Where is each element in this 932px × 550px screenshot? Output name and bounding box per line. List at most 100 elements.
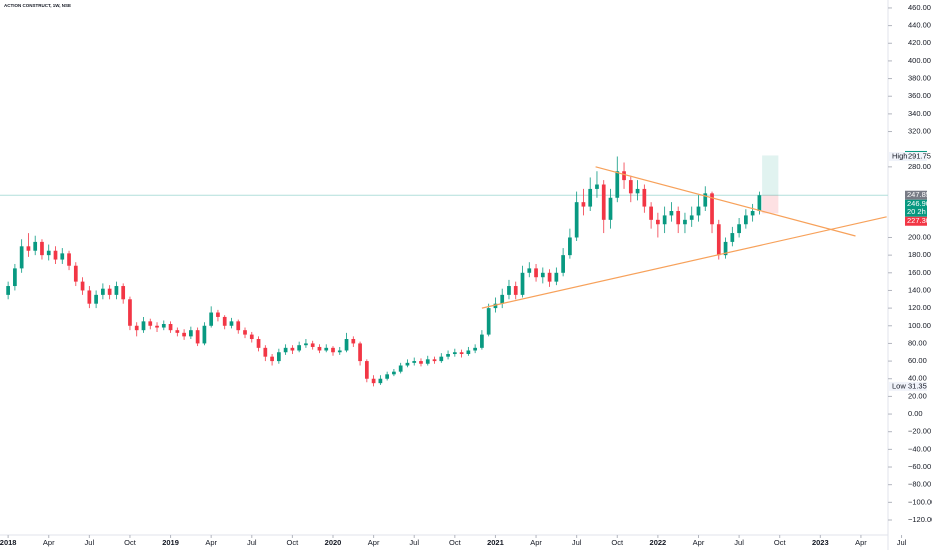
candle-body <box>189 330 193 337</box>
candle-body <box>222 316 227 326</box>
price-label-bg <box>905 190 927 200</box>
x-tick-label: Oct <box>774 538 787 547</box>
candle-body <box>568 237 572 256</box>
x-tick-label: Apr <box>43 538 55 547</box>
y-tick-label: 380.00 <box>908 74 931 83</box>
y-tick-label: 460.00 <box>908 3 931 12</box>
candle-body <box>276 352 281 362</box>
plot-area <box>0 155 888 387</box>
candle-body <box>249 334 254 340</box>
candle-body <box>716 224 721 256</box>
x-tick-label: Apr <box>205 538 217 547</box>
candle-body <box>554 272 559 282</box>
candle-body <box>561 255 565 273</box>
candle-body <box>683 219 687 225</box>
candle-body <box>53 250 58 260</box>
candle-body <box>46 250 51 256</box>
x-tick-label: Jul <box>734 538 744 547</box>
candle-body <box>527 268 532 273</box>
candle-body <box>500 294 505 304</box>
candle-body <box>405 362 410 366</box>
candle-body <box>6 286 10 295</box>
y-tick-label: 0.00 <box>908 409 923 418</box>
y-tick-label: 280.00 <box>908 162 931 171</box>
candle-body <box>161 324 166 328</box>
candle-body <box>574 202 579 238</box>
candle-body <box>107 288 112 295</box>
candle-body <box>236 321 241 331</box>
candle-body <box>344 339 349 351</box>
high-marker-bg <box>889 151 927 161</box>
candle-body <box>520 272 525 295</box>
candle-body <box>608 197 613 220</box>
y-tick-label: 400.00 <box>908 56 931 65</box>
candle-body <box>710 193 714 225</box>
candle-body <box>507 286 511 295</box>
x-tick-label: Oct <box>449 538 462 547</box>
x-tick-label: 2022 <box>650 538 667 547</box>
x-tick-label: Jul <box>409 538 419 547</box>
candle-body <box>19 246 24 269</box>
candle-body <box>419 361 423 364</box>
candle-body <box>263 347 268 357</box>
candle-body <box>676 210 681 225</box>
candle-body <box>615 171 620 198</box>
high-marker-name: High <box>892 151 907 160</box>
candle-body <box>385 374 390 379</box>
candle-body <box>473 347 477 351</box>
candle-body <box>195 330 200 344</box>
y-tick-label: 20.00 <box>908 391 927 400</box>
candle-body <box>317 346 322 351</box>
candle-body <box>358 343 362 362</box>
price-label: 227.30 <box>907 216 930 225</box>
candle-body <box>730 233 735 242</box>
candle-body <box>304 343 308 346</box>
candle-body <box>378 378 383 384</box>
low-marker-name: Low <box>892 381 906 390</box>
candle-body <box>202 325 207 344</box>
candle-body <box>310 343 315 347</box>
candle-body <box>656 219 660 225</box>
candle-body <box>134 325 139 331</box>
trendline <box>481 216 887 309</box>
candle-body <box>114 286 119 295</box>
x-tick-label: 2023 <box>812 538 829 547</box>
candle-body <box>80 281 85 291</box>
y-tick-label: −20.00 <box>908 427 931 436</box>
candle-body <box>121 286 126 300</box>
y-tick-label: 180.00 <box>908 250 931 259</box>
candle-body <box>689 215 694 220</box>
trendline <box>595 166 856 237</box>
candle-body <box>229 321 234 326</box>
y-tick-label: 60.00 <box>908 356 927 365</box>
candle-body <box>364 361 369 379</box>
candle-body <box>216 312 220 317</box>
candle-body <box>622 171 626 181</box>
candle-body <box>446 354 450 357</box>
x-tick-label: Jul <box>247 538 257 547</box>
candle-body <box>723 241 728 256</box>
y-tick-label: 360.00 <box>908 91 931 100</box>
candle-body <box>168 324 173 331</box>
x-tick-label: Apr <box>368 538 380 547</box>
y-tick-label: 320.00 <box>908 127 931 136</box>
candle-body <box>209 312 214 326</box>
candle-body <box>480 334 484 348</box>
candle-body <box>371 378 376 384</box>
candle-body <box>60 253 65 260</box>
x-tick-label: Oct <box>611 538 624 547</box>
candle-body <box>412 361 417 363</box>
candle-body <box>628 180 633 194</box>
candle-body <box>73 265 78 282</box>
price-label: 247.85 <box>907 190 930 199</box>
x-tick-label: 2018 <box>0 538 16 547</box>
candle-body <box>13 268 17 287</box>
candle-body <box>175 330 180 333</box>
candle-body <box>398 365 403 372</box>
y-tick-label: 200.00 <box>908 232 931 241</box>
candle-body <box>40 241 44 256</box>
candle-body <box>547 272 552 282</box>
candle-body <box>256 339 261 348</box>
y-tick-label: 420.00 <box>908 38 931 47</box>
